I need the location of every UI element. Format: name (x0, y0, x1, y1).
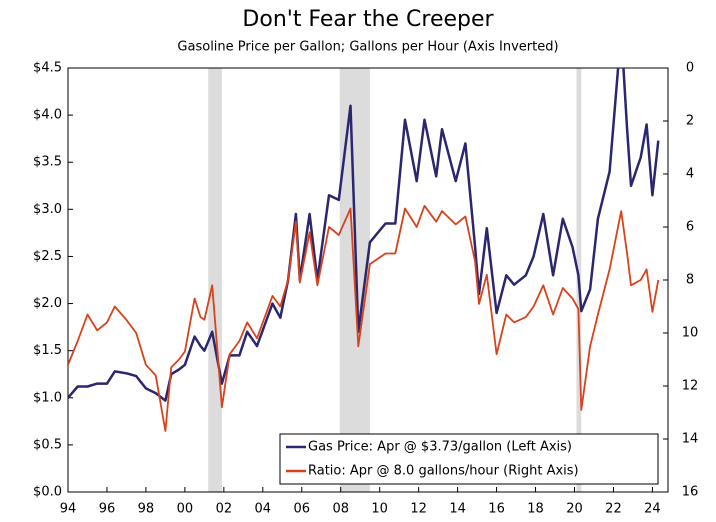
x-tick-label: 18 (527, 502, 544, 517)
x-tick-label: 96 (99, 502, 116, 517)
y-tick-label: $1.0 (33, 390, 62, 405)
chart-title: Don't Fear the Creeper (242, 7, 494, 32)
y2-tick-label: 4 (686, 167, 694, 182)
y-tick-label: $3.0 (33, 202, 62, 217)
x-tick-label: 98 (138, 502, 155, 517)
x-tick-label: 20 (566, 502, 583, 517)
y-tick-label: $4.0 (33, 108, 62, 123)
y2-tick-label: 14 (682, 432, 699, 447)
series-line (68, 68, 660, 402)
chart-subtitle: Gasoline Price per Gallon; Gallons per H… (177, 40, 558, 55)
series-line (68, 204, 660, 432)
x-tick-label: 00 (177, 502, 194, 517)
y2-tick-label: 10 (682, 326, 699, 341)
y-tick-label: $2.5 (33, 249, 62, 264)
y-tick-label: $2.0 (33, 296, 62, 311)
x-tick-label: 14 (449, 502, 466, 517)
x-tick-label: 94 (60, 502, 77, 517)
y2-tick-label: 6 (686, 220, 694, 235)
y-tick-label: $4.5 (33, 61, 62, 76)
x-tick-label: 12 (410, 502, 427, 517)
y2-tick-label: 0 (686, 61, 694, 76)
y2-tick-label: 12 (682, 379, 699, 394)
recession-band (208, 68, 222, 492)
y2-tick-label: 2 (686, 114, 694, 129)
x-tick-label: 16 (488, 502, 505, 517)
x-tick-label: 02 (216, 502, 233, 517)
y2-tick-label: 16 (682, 485, 699, 500)
x-tick-label: 08 (332, 502, 349, 517)
x-tick-label: 22 (605, 502, 622, 517)
x-tick-label: 04 (255, 502, 272, 517)
lines (68, 68, 660, 432)
y-tick-label: $0.5 (33, 437, 62, 452)
x-tick-label: 24 (644, 502, 661, 517)
y-tick-label: $0.0 (33, 485, 62, 500)
x-tick-label: 10 (371, 502, 388, 517)
y-tick-label: $1.5 (33, 343, 62, 358)
legend-label: Ratio: Apr @ 8.0 gallons/hour (Right Axi… (308, 464, 579, 479)
y2-tick-label: 8 (686, 273, 694, 288)
legend-box (279, 433, 659, 485)
y-tick-label: $3.5 (33, 155, 62, 170)
x-tick-label: 06 (293, 502, 310, 517)
legend-label: Gas Price: Apr @ $3.73/gallon (Left Axis… (308, 440, 572, 455)
